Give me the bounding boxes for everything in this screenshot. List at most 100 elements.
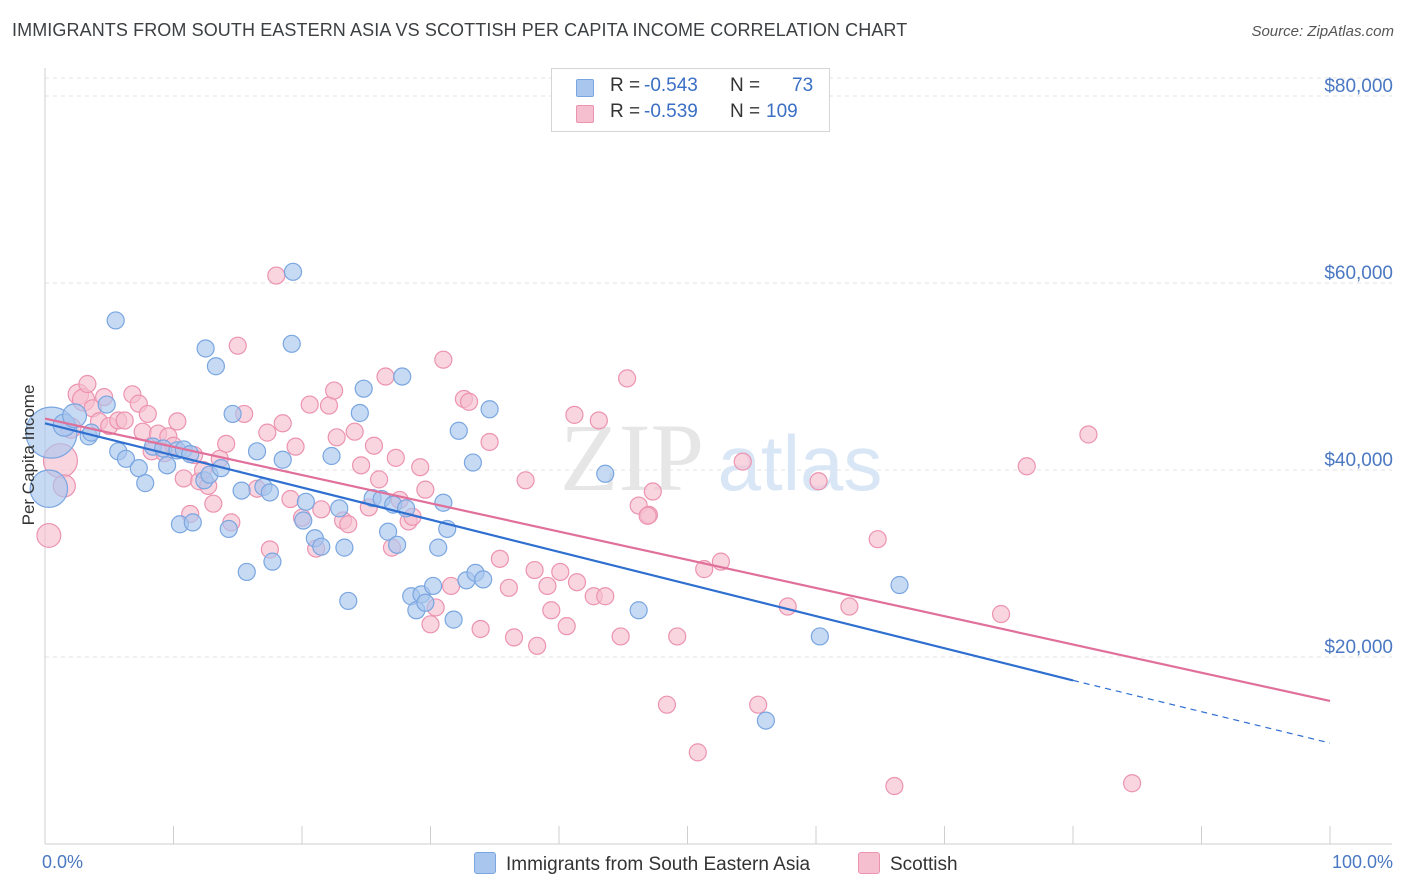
x-axis-max-label: 100.0% [1331,852,1393,872]
pink-point [327,428,346,447]
blue-point [282,334,301,353]
pink-point [441,576,461,596]
blue-point [116,449,136,468]
pink-point [434,350,453,369]
bottom-legend-label-pink: Scottish [890,854,958,875]
pink-point [504,628,524,647]
legend-r-label: R = [610,75,646,96]
trend-line [44,417,1331,703]
pink-point [538,576,557,596]
y-tick-label: $80,000 [1324,76,1393,97]
pink-point [1079,425,1098,444]
pink-point [551,562,570,582]
pink-point [516,471,535,490]
source-credit: Source: ZipAtlas.com [1251,23,1394,40]
y-axis-label: Per Capita Income [19,385,38,526]
pink-point [370,470,389,489]
blue-point [296,492,315,511]
bottom-legend-pink: Scottish [858,852,958,876]
chart-title: IMMIGRANTS FROM SOUTH EASTERN ASIA VS SC… [12,20,908,40]
blue-point [810,627,829,646]
pink-point [480,432,499,452]
blue-point [294,511,313,530]
blue-point [106,311,125,330]
legend-r-value: -0.539 [644,101,698,122]
pink-point [273,414,292,433]
pink-point [345,422,364,441]
pink-point [499,578,518,597]
pink-point [78,374,97,394]
trend-lines [44,417,1331,744]
pink-point [565,405,584,424]
pink-point [286,437,305,456]
pink-point [885,776,904,796]
blue-point [196,339,215,358]
pink-point [991,604,1011,624]
blue-point [756,711,775,730]
pink-point [643,482,662,501]
pink-point [352,456,371,475]
legend-n-label: N = [730,101,766,122]
blue-point [206,357,226,376]
y-tick-labels: $20,000 $40,000 $60,000 $80,000 [1324,76,1393,658]
pink-point [204,494,223,513]
pink-point [174,469,193,488]
pink-point [471,619,490,639]
pink-point [386,448,405,467]
pink-point [1017,457,1036,476]
blue-point [29,469,69,509]
legend-n-value: 109 [766,101,798,122]
blue-point [136,474,155,493]
legend-r-value: -0.543 [644,75,698,96]
blue-point [629,601,648,620]
blue-point [474,570,493,589]
blue-point [322,446,341,466]
pink-point [168,412,187,431]
data-points [25,262,1142,796]
blue-point [283,262,303,281]
blue-point [423,576,443,596]
pink-point [490,549,509,568]
pink-point [411,458,430,477]
pink-point [376,367,395,386]
bottom-legend-label-blue: Immigrants from South Eastern Asia [506,854,811,875]
blue-point [157,456,177,475]
watermark-zip: ZIP [560,404,704,511]
blue-point [429,538,448,557]
blue-point [463,453,483,472]
pink-point [267,266,286,285]
blue-point [97,395,116,414]
legend-row-blue: R = -0.543 N = 73 [552,75,829,101]
legend-row-pink: R = -0.539 N = 109 [552,101,829,127]
blue-point [62,403,88,429]
blue-point [350,403,369,423]
pink-point [300,395,319,414]
pink-point [339,515,358,534]
watermark: ZIP atlas [560,404,882,511]
blue-point [416,593,435,612]
blue-point [260,483,279,502]
blue-point [890,575,909,595]
pink-point [733,452,752,471]
legend-n-value: 73 [792,75,814,96]
pink-point [688,743,707,762]
pink-point [840,597,859,616]
bottom-legend-swatch-blue [474,852,496,874]
legend-n-label: N = [730,75,766,96]
pink-point [611,627,630,646]
blue-point [339,591,358,611]
y-tick-label: $20,000 [1324,637,1393,658]
pink-point [312,500,331,519]
blue-point [247,442,267,461]
correlation-legend: R = -0.543 N = 73 R = -0.539 N = 109 [551,68,830,132]
blue-point [354,379,373,398]
pink-point [115,411,134,430]
blue-point [312,537,331,556]
blue-point [219,519,238,539]
pink-point [416,480,435,499]
pink-point [525,560,544,580]
blue-point [434,493,453,512]
pink-point [589,411,608,430]
pink-point [36,522,62,548]
pink-point [542,601,561,620]
